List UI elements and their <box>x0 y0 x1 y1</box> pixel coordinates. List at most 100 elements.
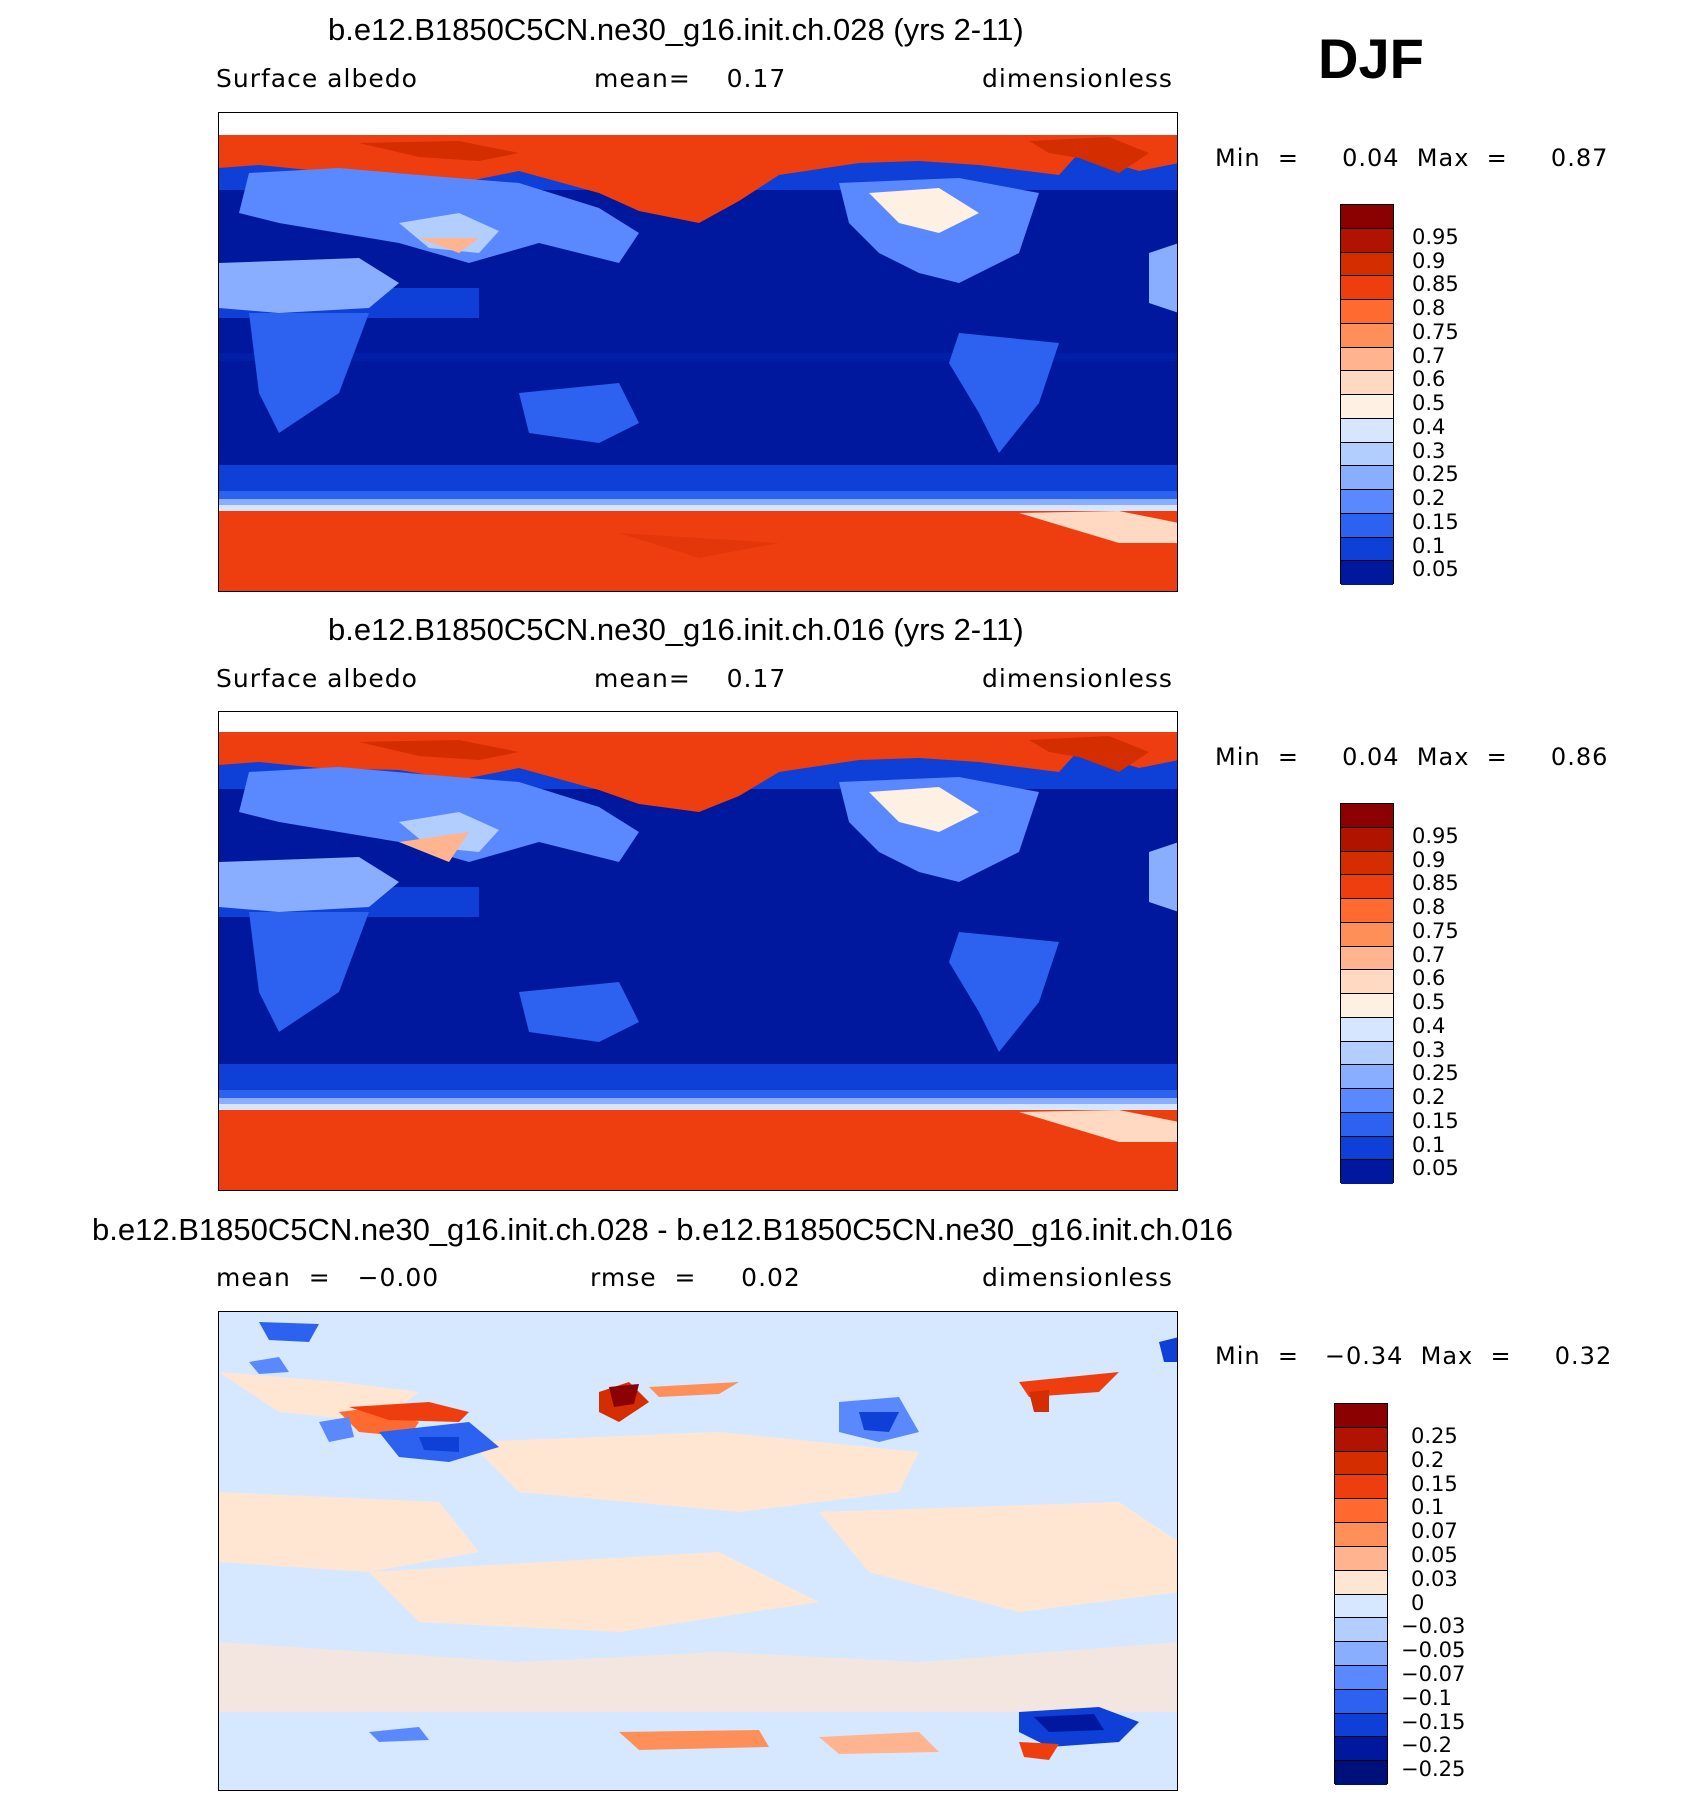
colorbar-label: 0.1 <box>1411 1495 1445 1520</box>
colorbar-swatch <box>1341 827 1393 852</box>
panel-1-title: b.e12.B1850C5CN.ne30_g16.init.ch.028 (yr… <box>328 12 1024 47</box>
colorbar-swatch <box>1335 1737 1387 1762</box>
colorbar-swatch <box>1341 228 1393 253</box>
colorbar-swatch <box>1341 899 1393 923</box>
colorbar-swatch <box>1341 946 1393 971</box>
colorbar-label: 0.3 <box>1412 1037 1446 1062</box>
colorbar-label: 0.5 <box>1412 391 1446 416</box>
colorbar-swatch <box>1341 513 1393 538</box>
colorbar-swatch <box>1341 276 1393 300</box>
colorbar-swatch <box>1341 205 1393 229</box>
colorbar-swatch <box>1341 1065 1393 1089</box>
panel-2-colorbar <box>1340 803 1394 1184</box>
colorbar-swatch <box>1335 1499 1387 1524</box>
panel-1-map <box>218 112 1178 592</box>
colorbar-swatch <box>1335 1404 1387 1428</box>
season-label: DJF <box>1318 27 1424 90</box>
colorbar-swatch <box>1341 418 1393 443</box>
colorbar-label: 0.1 <box>1412 1132 1446 1157</box>
colorbar-label: 0.7 <box>1412 942 1446 967</box>
colorbar-label: 0.7 <box>1412 343 1446 368</box>
colorbar-swatch <box>1341 323 1393 348</box>
colorbar-label: 0.6 <box>1412 367 1446 392</box>
colorbar-label: 0.2 <box>1412 1085 1446 1110</box>
panel-1-colorbar <box>1340 204 1394 585</box>
panel-3-rmse: rmse = 0.02 <box>590 1263 801 1292</box>
panel-1-units: dimensionless <box>982 64 1173 93</box>
panel-2-map <box>218 711 1178 1191</box>
panel-2-variable: Surface albedo <box>216 664 418 693</box>
colorbar-label: 0.1 <box>1412 533 1446 558</box>
colorbar-swatch <box>1335 1618 1387 1643</box>
colorbar-swatch <box>1341 994 1393 1018</box>
colorbar-label: 0.75 <box>1412 319 1459 344</box>
panel-3-mean: mean = −0.00 <box>216 1263 440 1292</box>
colorbar-label: 0.4 <box>1412 414 1446 439</box>
colorbar-label: 0.25 <box>1411 1423 1458 1448</box>
panel-3-title: b.e12.B1850C5CN.ne30_g16.init.ch.028 - b… <box>92 1212 1233 1247</box>
colorbar-swatch <box>1341 371 1393 395</box>
colorbar-label: 0.9 <box>1412 248 1446 273</box>
colorbar-label: 0.85 <box>1412 871 1459 896</box>
colorbar-label: 0.2 <box>1412 486 1446 511</box>
colorbar-swatch <box>1341 851 1393 876</box>
colorbar-label: 0.9 <box>1412 847 1446 872</box>
colorbar-label: 0.6 <box>1412 966 1446 991</box>
colorbar-label: −0.03 <box>1401 1614 1466 1639</box>
colorbar-swatch <box>1341 442 1393 467</box>
colorbar-swatch <box>1335 1642 1387 1666</box>
colorbar-swatch <box>1341 300 1393 324</box>
colorbar-swatch <box>1341 1089 1393 1113</box>
panel-1-colorbar-labels: 0.95 0.9 0.85 0.8 0.75 0.7 0.6 0.5 0.4 0.3 0.25 0.2… <box>1412 216 1492 596</box>
colorbar-label: 0.05 <box>1411 1542 1458 1567</box>
colorbar-swatch <box>1341 395 1393 419</box>
colorbar-label: 0.8 <box>1412 296 1446 321</box>
panel-1-variable: Surface albedo <box>216 64 418 93</box>
colorbar-swatch <box>1335 1451 1387 1476</box>
colorbar-swatch <box>1341 922 1393 947</box>
colorbar-swatch <box>1335 1570 1387 1595</box>
colorbar-label: 0.85 <box>1412 272 1459 297</box>
colorbar-label: 0.4 <box>1412 1013 1446 1038</box>
colorbar-label: 0.15 <box>1412 1108 1459 1133</box>
colorbar-swatch <box>1335 1427 1387 1452</box>
colorbar-swatch <box>1341 1160 1393 1184</box>
colorbar-label: −0.07 <box>1401 1662 1466 1687</box>
panel-2-colorbar-labels: 0.95 0.9 0.85 0.8 0.75 0.7 0.6 0.5 0.4 0.3 0.25 0.2… <box>1412 815 1492 1195</box>
colorbar-label: 0.15 <box>1412 509 1459 534</box>
colorbar-swatch <box>1335 1594 1387 1619</box>
colorbar-swatch <box>1335 1713 1387 1738</box>
colorbar-swatch <box>1341 252 1393 277</box>
panel-2-minmax: Min = 0.04 Max = 0.86 <box>1215 743 1609 771</box>
colorbar-swatch <box>1335 1761 1387 1785</box>
colorbar-label: 0.07 <box>1411 1519 1458 1544</box>
colorbar-swatch <box>1341 804 1393 828</box>
colorbar-label: −0.05 <box>1401 1638 1466 1663</box>
panel-2-title: b.e12.B1850C5CN.ne30_g16.init.ch.016 (yr… <box>328 612 1024 647</box>
colorbar-swatch <box>1341 1041 1393 1066</box>
colorbar-swatch <box>1341 466 1393 490</box>
panel-3-colorbar <box>1334 1403 1388 1785</box>
colorbar-label: 0.05 <box>1412 1156 1459 1181</box>
colorbar-label: 0.15 <box>1411 1471 1458 1496</box>
colorbar-label: 0.75 <box>1412 918 1459 943</box>
colorbar-label: 0.8 <box>1412 895 1446 920</box>
colorbar-swatch <box>1341 970 1393 994</box>
colorbar-label: 0.05 <box>1412 557 1459 582</box>
colorbar-label: 0.2 <box>1411 1447 1445 1472</box>
colorbar-swatch <box>1341 537 1393 562</box>
colorbar-swatch <box>1335 1523 1387 1547</box>
colorbar-label: 0.25 <box>1412 1061 1459 1086</box>
colorbar-swatch <box>1341 561 1393 585</box>
colorbar-swatch <box>1335 1546 1387 1571</box>
colorbar-swatch <box>1341 1017 1393 1042</box>
colorbar-label: 0.03 <box>1411 1566 1458 1591</box>
colorbar-label: −0.1 <box>1401 1685 1452 1710</box>
colorbar-label: 0.95 <box>1412 224 1459 249</box>
colorbar-swatch <box>1341 1136 1393 1161</box>
colorbar-label: −0.15 <box>1401 1709 1466 1734</box>
colorbar-swatch <box>1341 490 1393 514</box>
panel-1-mean: mean= 0.17 <box>594 64 787 93</box>
panel-3-map <box>218 1311 1178 1791</box>
panel-2-mean: mean= 0.17 <box>594 664 787 693</box>
